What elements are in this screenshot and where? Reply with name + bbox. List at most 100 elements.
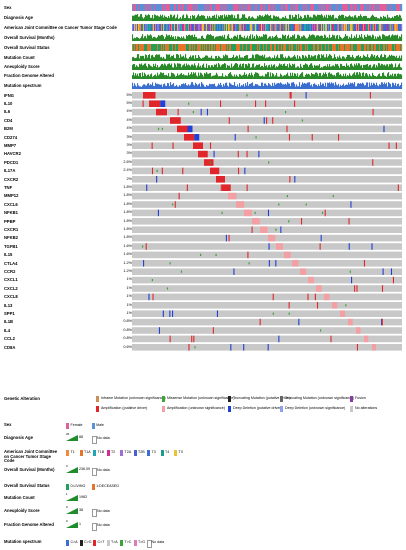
gene-row[interactable] (132, 159, 402, 166)
clinical-cell (398, 64, 400, 70)
clinical-track[interactable] (132, 72, 403, 79)
clinical-cell (292, 72, 294, 79)
gene-row[interactable] (132, 285, 402, 292)
gene-row[interactable] (132, 243, 402, 250)
legend-swatch (133, 539, 137, 546)
clinical-cell (216, 86, 218, 89)
clinical-cell (284, 75, 286, 79)
clinical-cell (246, 54, 248, 61)
clinical-cell (149, 64, 151, 70)
gene-row[interactable] (132, 117, 402, 124)
clinical-cell (203, 63, 205, 70)
clinical-cell (187, 36, 189, 41)
gene-row[interactable] (132, 176, 402, 183)
alteration-cell (369, 92, 371, 99)
gene-row[interactable] (132, 209, 402, 217)
clinical-cell (232, 24, 234, 31)
clinical-cell (213, 4, 215, 11)
clinical-track[interactable] (132, 44, 403, 51)
clinical-cell (159, 74, 161, 79)
clinical-cell (139, 24, 141, 31)
clinical-cell (285, 4, 287, 11)
alteration-cell (251, 226, 253, 233)
clinical-cell (267, 67, 269, 70)
gene-row[interactable] (132, 276, 402, 284)
clinical-cell (394, 15, 396, 21)
gene-row[interactable] (132, 335, 402, 343)
clinical-track[interactable] (132, 63, 403, 70)
clinical-cell (136, 24, 138, 31)
clinical-cell (223, 24, 225, 31)
gene-row[interactable] (132, 260, 402, 267)
gene-row[interactable] (132, 327, 402, 334)
gene-row[interactable] (132, 218, 402, 225)
clinical-cell (392, 16, 394, 21)
gene-row[interactable] (132, 184, 402, 191)
gene-row[interactable] (132, 251, 402, 259)
alteration-cell (305, 203, 307, 206)
clinical-cell (387, 4, 389, 11)
gene-row[interactable] (132, 150, 402, 158)
gene-label: IL17A (4, 168, 16, 174)
gene-row[interactable] (132, 108, 402, 116)
alteration-cell (209, 161, 211, 164)
clinical-cell (374, 83, 376, 89)
clinical-cell (180, 54, 182, 61)
clinical-cell (222, 14, 224, 21)
gene-row[interactable] (132, 293, 402, 301)
gene-row[interactable] (132, 344, 402, 351)
gene-row[interactable] (132, 100, 402, 107)
clinical-cell (206, 44, 208, 51)
clinical-track[interactable] (132, 34, 403, 41)
clinical-cell (380, 44, 382, 51)
gene-row[interactable] (132, 167, 402, 175)
clinical-cell (172, 44, 174, 51)
clinical-cell (271, 44, 273, 51)
clinical-cell (298, 58, 300, 61)
gene-row[interactable] (132, 234, 402, 242)
clinical-cell (188, 84, 190, 89)
clinical-cell (213, 24, 215, 31)
clinical-cell (247, 65, 249, 70)
clinical-cell (391, 35, 393, 41)
clinical-cell (370, 35, 372, 41)
clinical-cell (295, 67, 297, 70)
clinical-cell (181, 4, 183, 11)
clinical-cell (333, 65, 335, 70)
clinical-cell (377, 4, 379, 11)
gene-row[interactable] (132, 302, 402, 309)
alteration-cell (288, 134, 291, 141)
clinical-track[interactable] (132, 82, 403, 89)
gene-row[interactable] (132, 310, 402, 317)
clinical-cell (357, 24, 359, 31)
clinical-track[interactable] (132, 14, 403, 21)
gene-row[interactable] (132, 268, 402, 275)
clinical-track[interactable] (132, 4, 403, 11)
gene-row[interactable] (132, 226, 402, 233)
gene-row[interactable] (132, 201, 402, 208)
clinical-cell (320, 72, 322, 79)
gene-row[interactable] (132, 92, 402, 99)
alteration-cell (383, 125, 385, 133)
clinical-cell (332, 58, 334, 61)
gene-row[interactable] (132, 142, 402, 149)
clinical-cell (194, 24, 196, 31)
clinical-cell (387, 14, 389, 21)
clinical-cell (394, 44, 396, 51)
clinical-cell (151, 44, 153, 51)
gene-row[interactable] (132, 318, 402, 326)
clinical-cell (393, 76, 395, 79)
clinical-cell (342, 24, 344, 31)
clinical-track[interactable] (132, 54, 403, 61)
clinical-track[interactable] (132, 24, 403, 31)
gene-row[interactable] (132, 125, 402, 133)
gene-row[interactable] (132, 134, 402, 141)
clinical-cell (268, 15, 270, 21)
clinical-cell (391, 75, 393, 79)
clinical-cell (179, 44, 181, 51)
gene-row[interactable] (132, 192, 402, 200)
gene-label: MMP12 (4, 193, 19, 199)
clinical-cell (291, 82, 293, 89)
alteration-cell (267, 209, 270, 217)
